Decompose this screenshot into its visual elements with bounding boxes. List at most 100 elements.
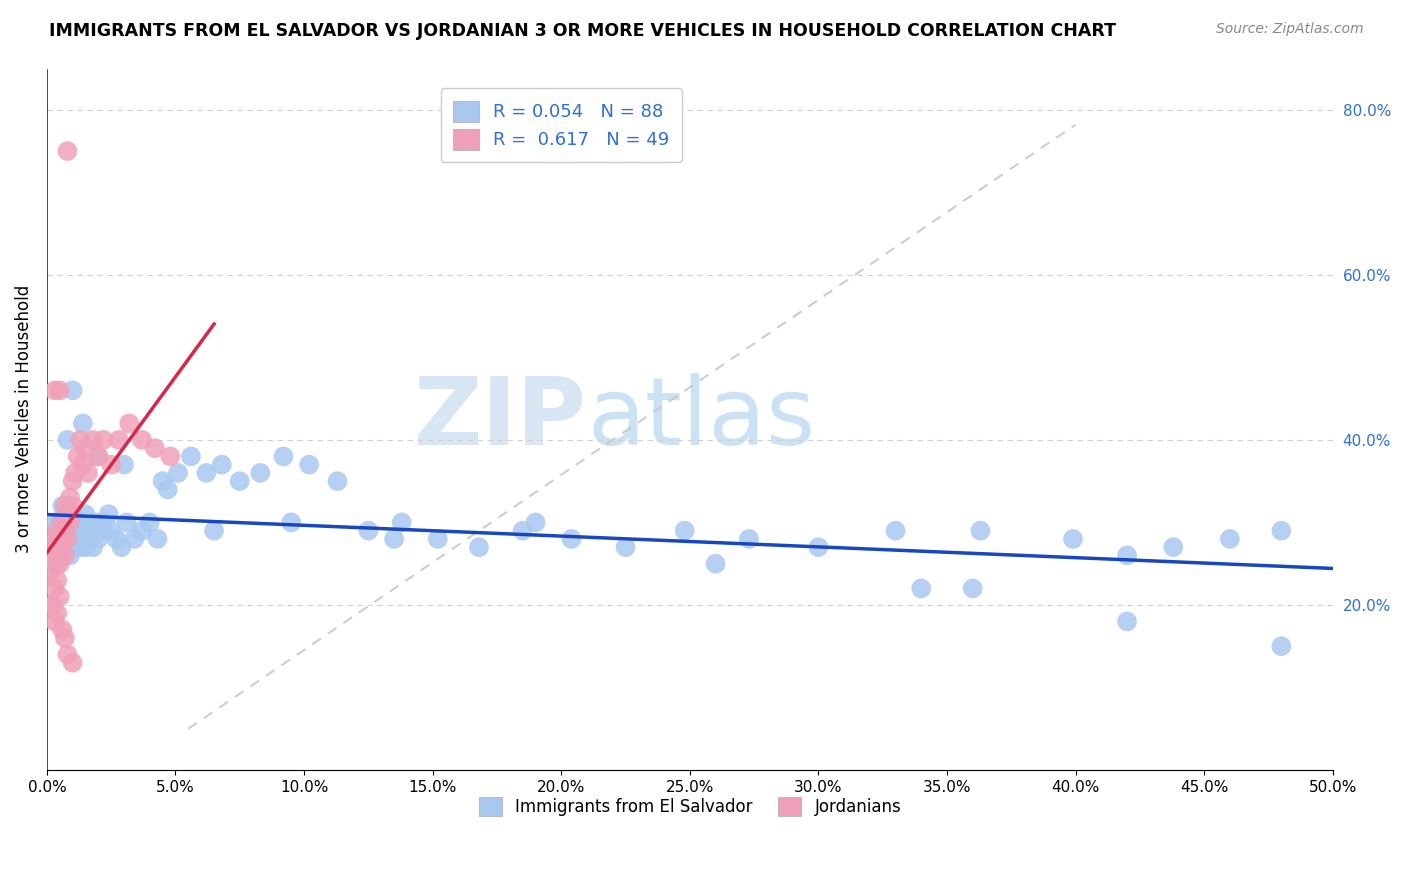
Point (391, 516, 413, 530)
Point (79, 524, 101, 538)
Point (38, 565, 60, 579)
Point (211, 458, 233, 472)
Point (53, 549, 76, 563)
Point (41, 598, 63, 612)
Text: atlas: atlas (586, 373, 815, 466)
Point (326, 474, 349, 488)
Point (560, 532, 582, 546)
Point (118, 417, 141, 431)
Point (51, 516, 73, 530)
Point (229, 474, 252, 488)
Point (738, 532, 761, 546)
Point (115, 516, 138, 530)
Point (56, 532, 79, 546)
Point (72, 417, 94, 431)
Point (143, 441, 166, 455)
Point (1062, 532, 1084, 546)
Point (87, 450, 110, 464)
Point (100, 524, 122, 538)
Point (1219, 532, 1241, 546)
Point (48, 384, 70, 398)
Point (75, 540, 97, 554)
Text: Source: ZipAtlas.com: Source: ZipAtlas.com (1216, 22, 1364, 37)
Point (62, 540, 84, 554)
Point (59, 516, 82, 530)
Point (44, 582, 66, 596)
Point (44, 557, 66, 571)
Point (62, 499, 84, 513)
Point (48, 516, 70, 530)
Point (41, 549, 63, 563)
Point (46, 540, 69, 554)
Legend: Immigrants from El Salvador, Jordanians: Immigrants from El Salvador, Jordanians (470, 789, 910, 825)
Point (59, 524, 82, 538)
Point (66, 450, 89, 464)
Point (131, 433, 153, 447)
Point (69, 540, 91, 554)
Point (90, 524, 112, 538)
Point (46, 524, 69, 538)
Point (48, 549, 70, 563)
Point (180, 450, 202, 464)
Point (51, 499, 73, 513)
Point (139, 516, 162, 530)
Point (44, 516, 66, 530)
Point (110, 540, 132, 554)
Point (167, 466, 190, 480)
Point (63, 540, 86, 554)
Point (56, 507, 79, 521)
Point (1163, 540, 1185, 554)
Point (69, 516, 91, 530)
Point (56, 516, 79, 530)
Point (280, 516, 302, 530)
Point (82, 540, 104, 554)
Point (44, 549, 66, 563)
Point (62, 532, 84, 546)
Point (53, 524, 76, 538)
Point (53, 524, 76, 538)
Point (84, 516, 107, 530)
Point (93, 433, 115, 447)
Point (56, 648, 79, 662)
Point (72, 458, 94, 472)
Point (53, 549, 76, 563)
Point (75, 441, 97, 455)
Point (87, 532, 110, 546)
Point (46, 524, 69, 538)
Point (146, 532, 169, 546)
Point (202, 524, 225, 538)
Point (524, 516, 547, 530)
Point (357, 524, 380, 538)
Point (63, 466, 86, 480)
Point (82, 433, 104, 447)
Point (53, 631, 76, 645)
Point (426, 532, 449, 546)
Point (72, 524, 94, 538)
Point (63, 516, 86, 530)
Point (59, 549, 82, 563)
Point (56, 433, 79, 447)
Point (48, 540, 70, 554)
Point (298, 458, 321, 472)
Point (249, 466, 271, 480)
Point (704, 557, 727, 571)
Point (159, 450, 181, 464)
Point (62, 384, 84, 398)
Point (41, 598, 63, 612)
Point (66, 524, 89, 538)
Point (468, 540, 491, 554)
Point (62, 507, 84, 521)
Point (48, 557, 70, 571)
Point (41, 540, 63, 554)
Point (51, 540, 73, 554)
Point (62, 474, 84, 488)
Point (112, 458, 135, 472)
Point (48, 590, 70, 604)
Text: ZIP: ZIP (415, 373, 586, 466)
Point (51, 540, 73, 554)
Point (131, 524, 153, 538)
Point (969, 524, 991, 538)
Point (44, 384, 66, 398)
Y-axis label: 3 or more Vehicles in Household: 3 or more Vehicles in Household (15, 285, 32, 553)
Point (77, 532, 100, 546)
